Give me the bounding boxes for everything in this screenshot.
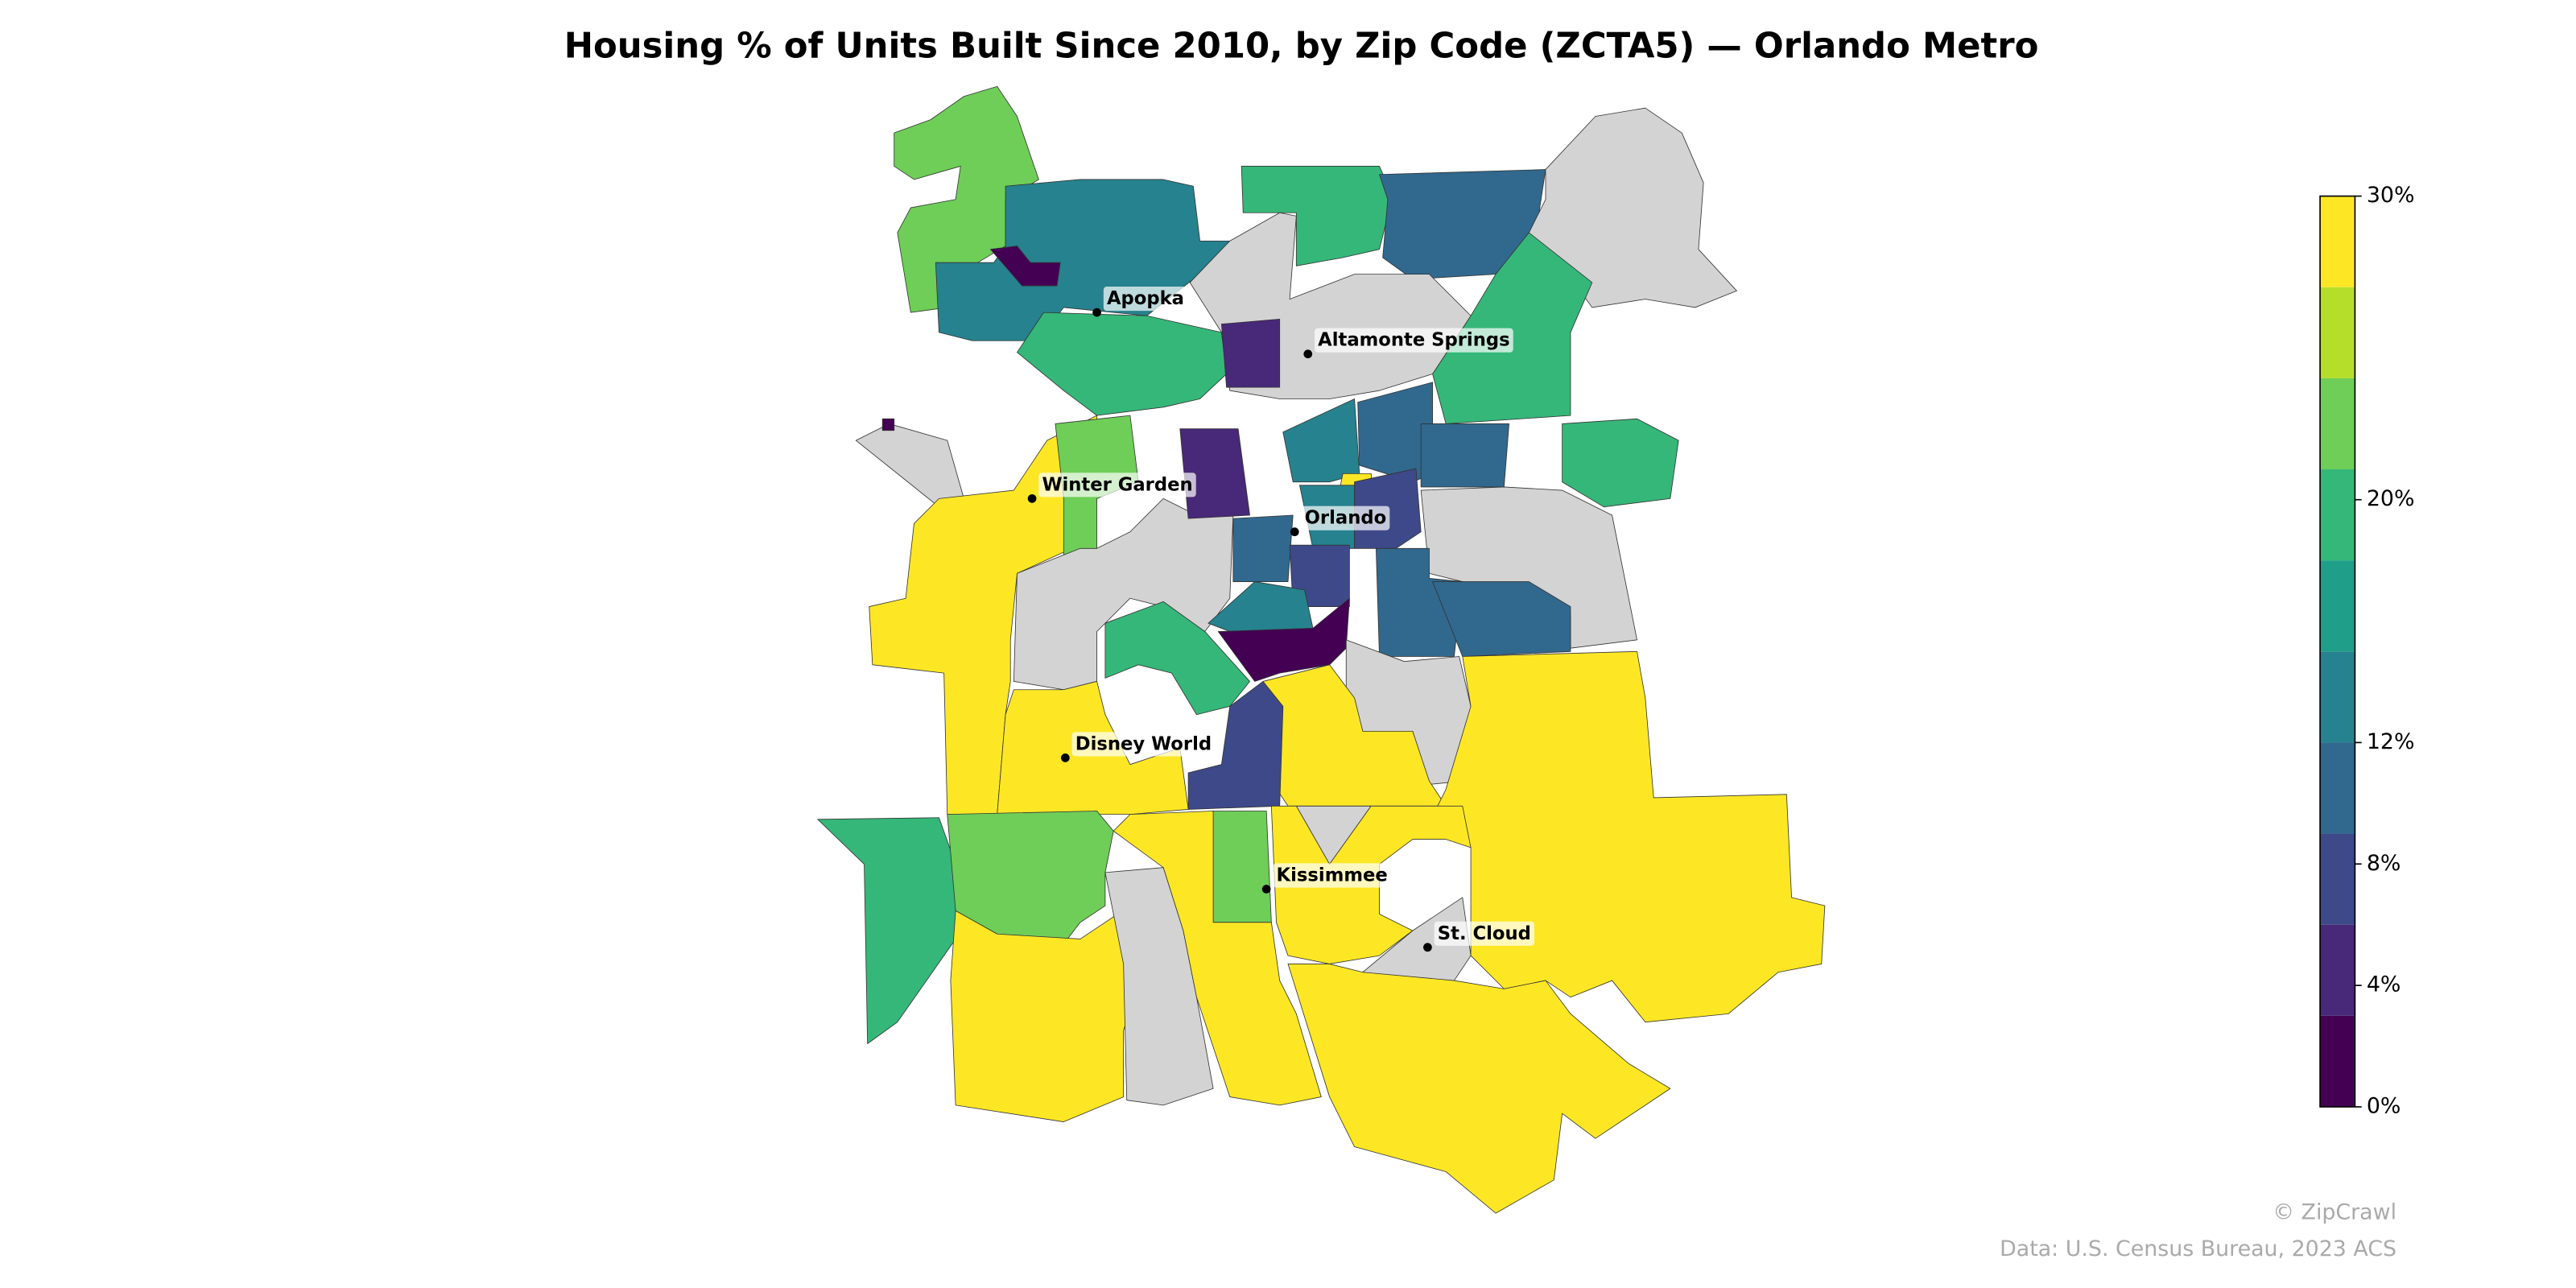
no-data-region [855, 423, 964, 508]
colorbar-band [2320, 560, 2355, 652]
credit: © ZipCrawl [2273, 1200, 2396, 1225]
zip-region [950, 905, 1147, 1122]
zip-region [1379, 169, 1546, 280]
colorbar: 0% 4% 8% 12% 20% 30% [2319, 183, 2415, 1118]
zip-region [990, 246, 1061, 287]
place-label: Disney World [1075, 733, 1212, 754]
zip-region [1262, 664, 1447, 807]
place-label-bg [1315, 328, 1513, 353]
colorbar-tick-label: 4% [2367, 972, 2401, 997]
zip-region [1232, 514, 1294, 582]
colorbar-band [2320, 196, 2355, 287]
place-dot [1092, 308, 1101, 317]
place-label-bg [1434, 921, 1535, 946]
zip-region [1187, 681, 1284, 810]
colorbar-tick-label: 30% [2367, 183, 2415, 208]
zip-region [1432, 581, 1571, 657]
colorbar-band [2320, 833, 2355, 925]
place-label-bg [1071, 732, 1216, 757]
place-dot [1303, 349, 1313, 359]
colorbar-band [2320, 1015, 2355, 1107]
colorbar-band [2320, 287, 2355, 378]
place-label: Apopka [1107, 288, 1184, 309]
place-dot [1290, 527, 1299, 537]
place-label: St. Cloud [1438, 923, 1531, 944]
place-dot [1423, 943, 1432, 952]
colorbar-tick-label: 0% [2367, 1093, 2401, 1118]
colorbar-band [2320, 651, 2355, 743]
zip-region [1221, 318, 1281, 388]
map-title: Housing % of Units Built Since 2010, by … [564, 26, 2039, 66]
zip-region [869, 415, 1097, 815]
colorbar-band [2320, 378, 2355, 470]
place-label: Kissimmee [1277, 865, 1388, 886]
zip-region [1282, 398, 1360, 483]
colorbar-tick-label: 8% [2367, 851, 2401, 876]
colorbar-tick-label: 20% [2367, 486, 2415, 511]
colorbar-frame [2319, 195, 2356, 1108]
colorbar-tick-label: 12% [2367, 729, 2415, 754]
place-label: Orlando [1305, 508, 1387, 529]
place-label-bg [1103, 287, 1188, 312]
place-label-bg [1273, 863, 1391, 888]
zip-region [1017, 312, 1228, 416]
zip-region [881, 418, 895, 431]
place-label-bg [1301, 506, 1390, 530]
zip-region [1212, 811, 1272, 923]
place-dot [1060, 753, 1070, 762]
place-dot [1027, 493, 1037, 503]
colorbar-band [2320, 924, 2355, 1016]
place-label-bg [1038, 473, 1196, 497]
colorbar-band [2320, 742, 2355, 834]
zip-regions [817, 85, 1826, 1214]
colorbar-band [2320, 469, 2355, 561]
zip-region [1217, 597, 1350, 682]
zip-region [1437, 650, 1826, 1023]
zip-region [1208, 581, 1314, 632]
zip-region [1420, 423, 1509, 488]
place-dot [1261, 885, 1271, 894]
zip-region [817, 817, 956, 1044]
place-labels: Apopka Altamonte Springs Winter Garden Orla… [1027, 287, 1535, 952]
place-label: Winter Garden [1042, 474, 1192, 495]
zip-region [1562, 418, 1679, 508]
zip-region [1113, 811, 1322, 1106]
place-label: Altamonte Springs [1318, 330, 1509, 351]
zip-region [1104, 601, 1250, 716]
zip-region [1287, 964, 1671, 1214]
source-note: Data: U.S. Census Bureau, 2023 ACS [2000, 1236, 2396, 1261]
